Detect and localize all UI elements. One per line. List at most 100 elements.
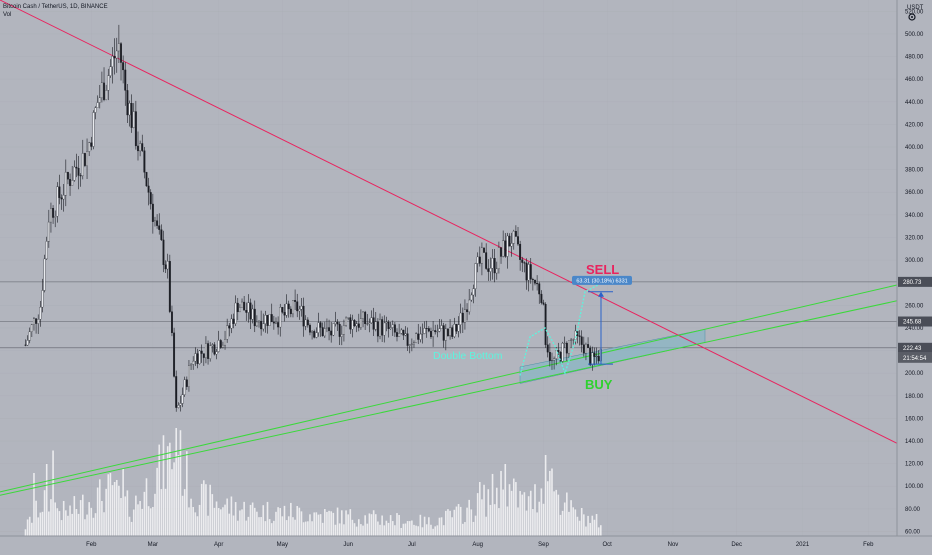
volume-bar bbox=[540, 488, 543, 536]
candle-body bbox=[383, 322, 386, 336]
measure-tool[interactable]: 63.31 (30.18%) 6331 bbox=[572, 275, 632, 365]
volume-bar bbox=[145, 478, 148, 536]
candle-body bbox=[565, 342, 568, 354]
candle-body bbox=[349, 317, 352, 330]
candle-body bbox=[319, 322, 322, 328]
candle-body bbox=[115, 50, 118, 59]
candle-body bbox=[463, 309, 466, 323]
volume-bar bbox=[217, 508, 220, 536]
candle-body bbox=[187, 365, 190, 387]
volume-bar bbox=[109, 473, 112, 536]
volume-bar bbox=[364, 515, 366, 536]
plot-background bbox=[0, 0, 897, 536]
volume-bar bbox=[574, 509, 577, 536]
symbol-title[interactable]: Bitcoin Cash / TetherUS, 1D, BINANCE bbox=[3, 4, 108, 10]
support-trendline-lower[interactable] bbox=[0, 300, 898, 496]
candle-body bbox=[277, 322, 280, 328]
candle-body bbox=[249, 302, 252, 320]
volume-bar bbox=[472, 521, 475, 536]
candle-body bbox=[124, 69, 127, 91]
volume-bar bbox=[349, 509, 352, 536]
volume-bar bbox=[529, 490, 532, 536]
volume-bar bbox=[243, 501, 245, 536]
volume-bar bbox=[468, 499, 470, 536]
volume-bar bbox=[328, 510, 330, 536]
volume-bar bbox=[90, 507, 93, 536]
candle-body bbox=[86, 151, 88, 166]
candle-body bbox=[200, 350, 203, 354]
volume-bar bbox=[207, 515, 209, 536]
volume-bar bbox=[568, 511, 570, 536]
measure-badge bbox=[572, 275, 632, 285]
volume-bar bbox=[389, 515, 392, 536]
candle-body bbox=[398, 333, 401, 337]
volume-bar bbox=[570, 500, 572, 536]
volume-bar bbox=[285, 520, 288, 536]
volume-bar bbox=[54, 502, 56, 536]
candle-body bbox=[376, 321, 379, 337]
candle-body bbox=[423, 328, 426, 334]
time-axis[interactable] bbox=[0, 536, 897, 550]
volume-bar bbox=[103, 512, 105, 536]
volume-bar bbox=[173, 462, 175, 536]
volume-bar bbox=[256, 511, 258, 536]
volume-bar bbox=[292, 517, 294, 536]
candle-body bbox=[572, 339, 575, 341]
price-axis[interactable] bbox=[897, 0, 932, 550]
candle-body bbox=[468, 299, 471, 313]
candle-body bbox=[96, 102, 99, 108]
candle-body bbox=[595, 356, 598, 358]
candle-body bbox=[192, 360, 195, 365]
candle-body bbox=[381, 319, 384, 336]
candle-body bbox=[283, 312, 286, 316]
volume-bar bbox=[302, 522, 305, 536]
volume-bar bbox=[313, 512, 316, 536]
candle-body bbox=[451, 327, 454, 337]
volume-bar bbox=[527, 496, 530, 536]
volume-bar bbox=[457, 504, 460, 536]
volume-label[interactable]: Vol bbox=[3, 12, 11, 18]
support-trendline-upper[interactable] bbox=[0, 284, 898, 493]
volume-bar bbox=[230, 496, 233, 536]
candle-body bbox=[332, 323, 335, 336]
candle-body bbox=[202, 353, 205, 358]
volume-bar bbox=[319, 514, 322, 536]
volume-bar bbox=[549, 470, 551, 536]
candle-body bbox=[264, 315, 267, 324]
gear-icon[interactable] bbox=[908, 13, 916, 21]
volume-bar bbox=[69, 505, 71, 536]
y-tick-label: 180.00 bbox=[905, 394, 924, 400]
candle-body bbox=[219, 340, 222, 348]
volume-bar bbox=[470, 509, 473, 536]
volume-bar bbox=[232, 515, 235, 536]
volume-bar bbox=[502, 489, 504, 536]
volume-bar bbox=[264, 521, 267, 536]
volume-bar bbox=[455, 506, 458, 536]
candle-body bbox=[330, 330, 333, 336]
resistance-trendline[interactable] bbox=[0, 0, 898, 444]
candle-body bbox=[30, 324, 33, 332]
candle-body bbox=[342, 325, 345, 335]
volume-bar bbox=[459, 506, 462, 536]
candle-body bbox=[495, 268, 498, 274]
candle-body bbox=[141, 143, 144, 151]
x-tick-label: Sep bbox=[538, 542, 549, 548]
candle-body bbox=[217, 340, 220, 352]
volume-bar bbox=[298, 507, 301, 536]
volume-bar bbox=[236, 520, 239, 536]
candle-body bbox=[300, 305, 303, 310]
candle-body bbox=[323, 328, 326, 337]
candle-body bbox=[111, 56, 114, 67]
volume-bar bbox=[451, 517, 453, 536]
candle-body bbox=[185, 379, 188, 387]
volume-bar bbox=[338, 523, 341, 536]
candle-body bbox=[120, 43, 122, 63]
volume-bar bbox=[587, 515, 589, 536]
candle-body bbox=[266, 315, 269, 326]
volume-bar bbox=[532, 509, 534, 536]
candle-body bbox=[400, 329, 403, 334]
volume-bar bbox=[213, 507, 216, 536]
volume-bar bbox=[419, 514, 422, 536]
